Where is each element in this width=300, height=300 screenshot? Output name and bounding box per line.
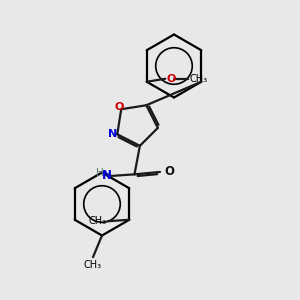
Text: CH₃: CH₃ bbox=[88, 216, 106, 226]
Text: N: N bbox=[101, 169, 111, 182]
Text: O: O bbox=[114, 102, 124, 112]
Text: O: O bbox=[167, 74, 176, 84]
Text: CH₃: CH₃ bbox=[84, 260, 102, 270]
Text: H: H bbox=[95, 168, 103, 178]
Text: O: O bbox=[164, 165, 174, 178]
Text: N: N bbox=[107, 129, 117, 139]
Text: CH₃: CH₃ bbox=[190, 74, 208, 84]
